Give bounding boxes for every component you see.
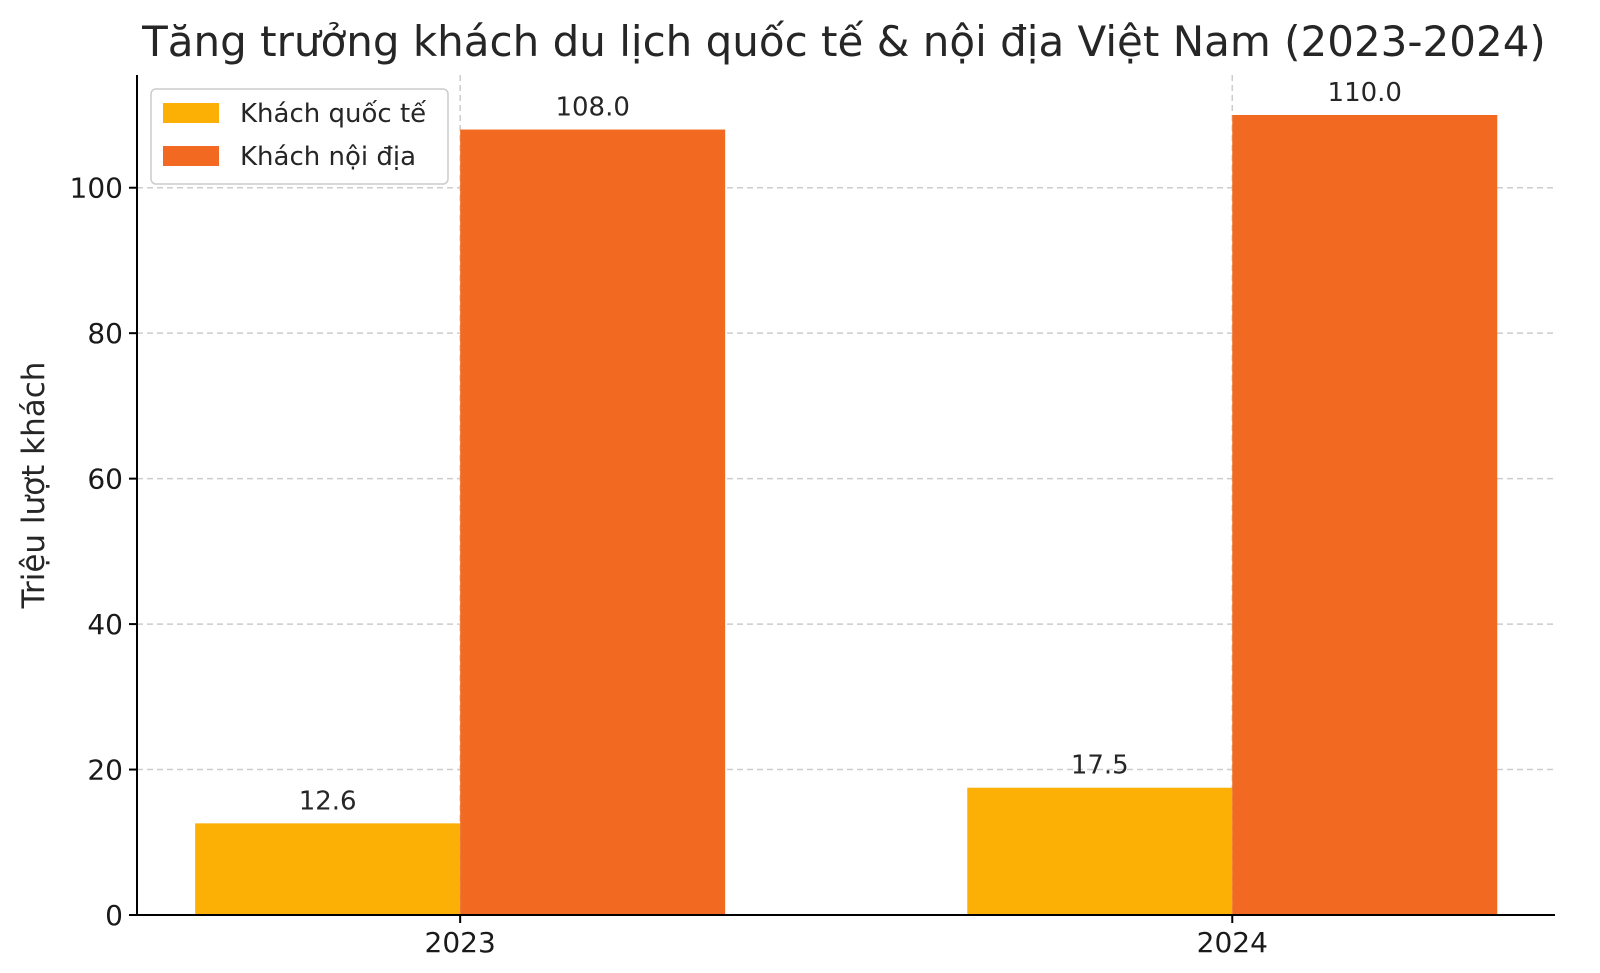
y-tick-label: 40 — [87, 608, 123, 641]
legend-label: Khách quốc tế — [240, 99, 426, 129]
axes — [136, 75, 1555, 916]
legend: Khách quốc tế Khách nội địa — [150, 88, 449, 185]
y-tick-label: 100 — [70, 172, 123, 205]
x-tick-label: 2023 — [425, 926, 496, 959]
y-ticks: 0 20 40 60 80 100 — [70, 172, 137, 932]
bar — [967, 787, 1233, 915]
y-tick-label: 60 — [87, 463, 123, 496]
bar-value-label: 17.5 — [1071, 751, 1129, 781]
legend-box — [150, 88, 449, 185]
y-tick-label: 0 — [105, 899, 123, 932]
legend-swatch — [163, 146, 219, 166]
x-tick-label: 2024 — [1197, 926, 1268, 959]
bar — [195, 823, 461, 915]
bars — [195, 115, 1498, 915]
x-ticks: 2023 2024 — [425, 915, 1268, 959]
chart-title: Tăng trưởng khách du lịch quốc tế & nội … — [141, 17, 1546, 66]
legend-label: Khách nội địa — [240, 142, 416, 172]
bar-value-label: 108.0 — [555, 93, 629, 123]
bar-value-label: 110.0 — [1328, 78, 1402, 108]
value-labels: 12.6 17.5 108.0 110.0 — [299, 78, 1402, 816]
y-axis-label: Triệu lượt khách — [16, 362, 52, 610]
bar — [460, 129, 726, 915]
bar-value-label: 12.6 — [299, 786, 357, 816]
legend-swatch — [163, 103, 219, 123]
bar — [1232, 115, 1498, 915]
y-tick-label: 80 — [87, 317, 123, 350]
y-tick-label: 20 — [87, 754, 123, 787]
